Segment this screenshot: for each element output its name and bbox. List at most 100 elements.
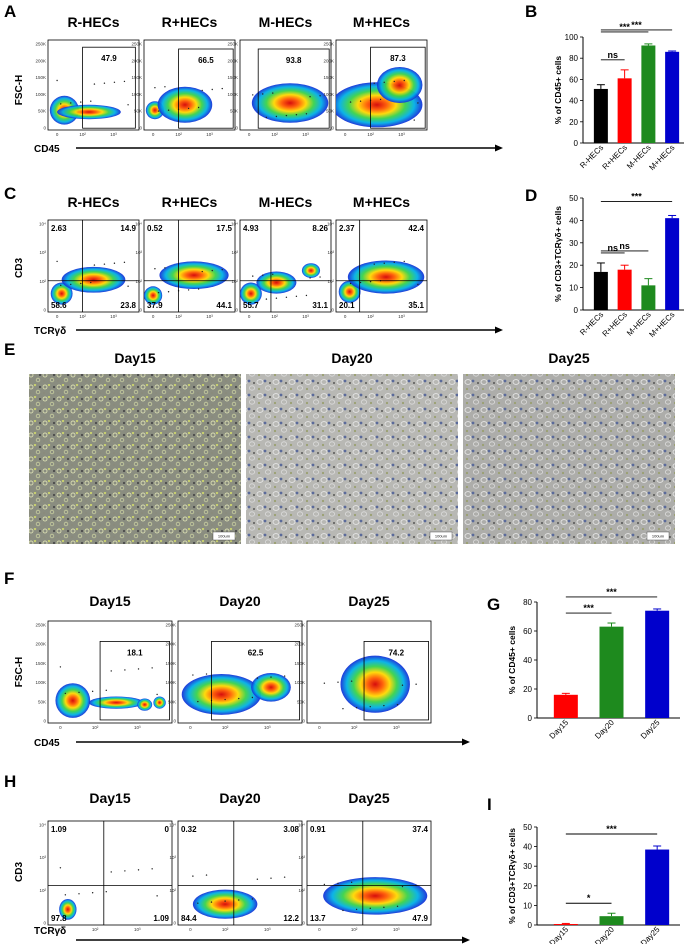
x-tick-label: 10²	[92, 725, 99, 730]
event-dot	[127, 104, 129, 106]
density-blob	[59, 899, 77, 920]
y-tick-label: 40	[523, 843, 532, 852]
x-tick-label: 10²	[367, 314, 374, 319]
axis-arrow-head	[462, 936, 470, 944]
event-dot	[403, 260, 405, 263]
flow-plot: Day25 250K 200K 150K 100K 50K 0 0 10² 10³ 74.2	[294, 593, 432, 730]
density-group	[49, 79, 129, 125]
event-dot	[413, 119, 415, 121]
event-dot	[272, 273, 274, 275]
event-dot	[373, 263, 375, 265]
event-dot	[70, 102, 72, 104]
event-dot	[396, 905, 399, 907]
gate-rect	[370, 46, 426, 129]
x-tick-label: 10³	[398, 132, 405, 137]
event-dot	[262, 93, 264, 95]
plot-title: R+HECs	[162, 14, 218, 30]
y-axis-label: FSC-H	[14, 75, 25, 106]
y-tick-label: 50K	[297, 699, 305, 704]
quadrant-lr: 47.9	[412, 914, 428, 923]
x-tick-label: 10³	[264, 927, 271, 932]
y-tick-label: 10³	[135, 250, 142, 255]
event-dot	[401, 885, 404, 888]
gate-percentage: 62.5	[248, 648, 264, 657]
y-tick-label: 0	[235, 126, 238, 131]
event-dot	[157, 110, 160, 112]
bar	[599, 626, 624, 718]
y-tick-label: 0	[43, 308, 46, 313]
y-tick-label: 250K	[131, 42, 142, 47]
density-blob	[340, 655, 410, 713]
event-dot	[283, 876, 286, 878]
event-dot	[337, 882, 339, 885]
y-tick-label: 200K	[35, 642, 46, 647]
x-tick-label: 10³	[206, 314, 213, 319]
flow-section-F: FSC-H CD45 Day15 250K 200K 150K 100K 50K 0 0 10² 10…	[14, 593, 470, 749]
x-tick-label: 10²	[175, 132, 182, 137]
y-tick-label: 250K	[294, 623, 305, 628]
event-dot	[417, 283, 419, 286]
density-group	[336, 67, 423, 128]
category-label: Day20	[593, 718, 616, 741]
event-dot	[211, 88, 213, 91]
quadrant-ul: 2.63	[51, 224, 67, 233]
flow-plot: M-HECs 10⁴ 10³ 10² 0 0 10² 10³ 4.93 8.26 55.7 31.1	[231, 194, 332, 319]
bar	[617, 269, 632, 310]
category-label: Day25	[639, 925, 662, 944]
event-dot	[373, 82, 375, 84]
bar-chart-I: 0 10 20 30 40 50 % of CD3+TCRγδ+ cells Day15 Day…	[507, 823, 680, 944]
event-dot	[383, 704, 385, 707]
y-tick-label: 150K	[35, 661, 46, 666]
x-tick-label: 10²	[175, 314, 182, 319]
plot-title: Day20	[219, 593, 260, 609]
x-tick-label: 10²	[367, 132, 374, 137]
event-dot	[270, 676, 272, 678]
quadrant-lr: 35.1	[408, 301, 424, 310]
y-tick-label: 50K	[134, 109, 142, 114]
event-dot	[60, 284, 62, 287]
y-tick-label: 10³	[169, 855, 176, 860]
event-dot	[167, 109, 170, 111]
event-dot	[251, 696, 254, 699]
y-tick-label: 50	[523, 823, 532, 832]
quadrant-ll: 58.6	[51, 301, 67, 310]
flow-section-A: FSC-H CD45 R-HECs 250K 200K 150K 100K 50K 0 0 10² 1…	[14, 14, 503, 155]
gate-rect	[82, 46, 136, 129]
plot-title: R+HECs	[162, 194, 218, 210]
density-blob	[61, 266, 126, 293]
event-dot	[403, 79, 405, 82]
density-blob	[153, 696, 166, 709]
quadrant-ll: 13.7	[310, 914, 326, 923]
y-tick-label: 200K	[294, 642, 305, 647]
gate-rect	[178, 48, 234, 129]
density-blob	[240, 282, 262, 305]
event-dot	[157, 291, 160, 294]
plot-title: Day25	[348, 593, 389, 609]
y-tick-label: 0	[173, 921, 176, 926]
x-tick-label: 10³	[134, 725, 141, 730]
event-dot	[103, 82, 106, 84]
quadrant-ur: 8.26	[312, 224, 328, 233]
density-blob	[192, 889, 258, 919]
y-tick-label: 60	[523, 627, 532, 636]
event-dot	[205, 874, 208, 876]
density-group	[59, 867, 158, 920]
bar	[641, 45, 656, 144]
bar	[645, 849, 670, 925]
y-axis-label: CD3	[14, 258, 25, 278]
plot-title: M+HECs	[353, 194, 410, 210]
y-tick-label: 10²	[169, 888, 176, 893]
quadrant-lr: 12.2	[283, 914, 299, 923]
x-tick-label: 10²	[92, 927, 99, 932]
y-tick-label: 100K	[35, 92, 46, 97]
event-dot	[342, 708, 344, 710]
y-tick-label: 10³	[39, 855, 46, 860]
scale-bar-label: 100um	[435, 534, 448, 539]
x-tick-label: 10³	[110, 132, 117, 137]
y-tick-label: 50K	[230, 109, 238, 114]
significance-label: ns	[607, 243, 618, 253]
event-dot	[359, 100, 362, 102]
significance-label: ns	[607, 50, 618, 60]
y-axis-label: % of CD3+TCRγδ+ cells	[553, 206, 563, 302]
